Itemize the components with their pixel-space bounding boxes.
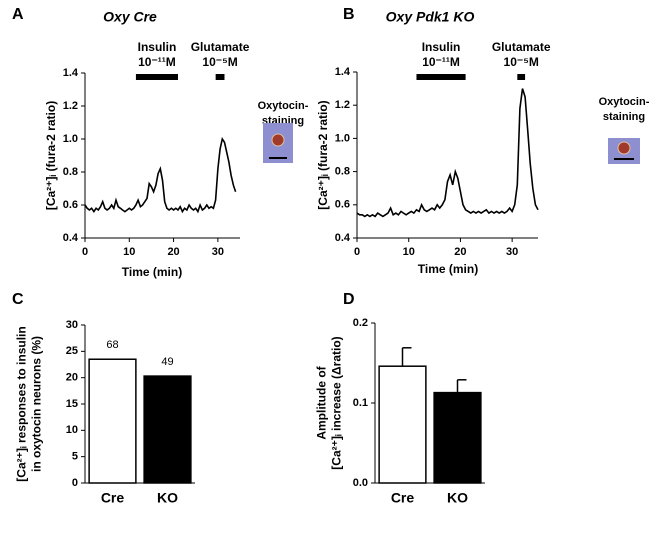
- y-tick-label: 0.6: [63, 199, 78, 211]
- bar: [143, 375, 192, 484]
- y-tick-label: 0.8: [63, 166, 78, 178]
- trace: [356, 88, 539, 218]
- bar: [88, 358, 137, 484]
- y-tick-label: 20: [66, 372, 78, 384]
- treatment-dose: 10⁻⁵M: [504, 55, 539, 69]
- y-tick-label: 0: [72, 477, 78, 489]
- treatment-dose: 10⁻⁵M: [202, 55, 237, 69]
- inset-label: staining: [603, 111, 645, 123]
- trace: [84, 136, 237, 214]
- n-label: 68: [106, 339, 118, 351]
- treatment-name: Insulin: [138, 40, 177, 54]
- y-tick-label: 5: [72, 451, 78, 463]
- panel-title: Oxy Cre: [103, 9, 157, 25]
- y-tick-label: 1.2: [335, 99, 350, 111]
- treatment-name: Glutamate: [492, 40, 551, 54]
- inset-label: Oxytocin-: [599, 96, 650, 108]
- x-tick-label: 0: [82, 246, 88, 258]
- y-tick-label: 0.0: [353, 477, 368, 489]
- x-tick-label: 0: [354, 246, 360, 258]
- y-tick-label: 1.4: [63, 67, 79, 79]
- x-tick-label: 30: [506, 246, 518, 258]
- y-tick-label: 1.4: [335, 66, 351, 78]
- treatment-bar: [135, 74, 178, 80]
- y-tick-label: 0.4: [63, 232, 79, 244]
- x-tick-label: KO: [447, 490, 468, 506]
- y-tick-label: 10: [66, 424, 78, 436]
- treatment-dose: 10⁻¹¹M: [138, 55, 176, 69]
- y-tick-label: 0.4: [335, 232, 351, 244]
- y-axis-label: [Ca²⁺]ᵢ (fura-2 ratio): [316, 100, 330, 209]
- x-axis-label: Time (min): [122, 265, 182, 279]
- x-tick-label: 10: [123, 246, 135, 258]
- n-label: 49: [161, 356, 173, 368]
- y-tick-label: 1.0: [335, 132, 350, 144]
- y-tick-label: 1.0: [63, 133, 78, 145]
- treatment-bar: [517, 74, 526, 80]
- y-tick-label: 0.1: [353, 397, 368, 409]
- treatment-bar: [215, 74, 225, 80]
- y-axis-label: Amplitude of: [315, 365, 329, 439]
- y-axis-label: [Ca²⁺]ᵢ (fura-2 ratio): [44, 101, 58, 210]
- treatment-dose: 10⁻¹¹M: [422, 55, 460, 69]
- y-tick-label: 0.8: [335, 166, 350, 178]
- panel-letter: C: [12, 291, 24, 308]
- x-tick-label: 20: [167, 246, 179, 258]
- stained-cell: [617, 141, 631, 155]
- y-tick-label: 15: [66, 398, 78, 410]
- x-axis-label: Time (min): [418, 262, 478, 276]
- inset-label: Oxytocin-: [258, 100, 309, 112]
- bar: [378, 365, 427, 484]
- x-tick-label: 30: [212, 246, 224, 258]
- y-tick-label: 0.6: [335, 199, 350, 211]
- x-tick-label: Cre: [101, 490, 125, 506]
- y-tick-label: 30: [66, 319, 78, 331]
- panel-title: Oxy Pdk1 KO: [386, 9, 475, 25]
- x-tick-label: 10: [403, 246, 415, 258]
- bar: [433, 391, 482, 484]
- y-axis-label: [Ca²⁺]ᵢ increase (Δratio): [330, 336, 344, 469]
- x-tick-label: 20: [454, 246, 466, 258]
- treatment-bar: [416, 74, 466, 80]
- y-tick-label: 1.2: [63, 100, 78, 112]
- treatment-name: Glutamate: [191, 40, 250, 54]
- panel-letter: A: [12, 6, 24, 23]
- y-axis-label: [Ca²⁺]ᵢ responses to insulin: [15, 326, 29, 481]
- panel-letter: D: [343, 291, 355, 308]
- stained-cell: [271, 133, 285, 147]
- x-tick-label: Cre: [391, 490, 415, 506]
- panel-letter: B: [343, 6, 355, 23]
- x-tick-label: KO: [157, 490, 178, 506]
- y-tick-label: 25: [66, 345, 78, 357]
- y-axis-label: in oxytocin neurons (%): [30, 336, 44, 472]
- treatment-name: Insulin: [422, 40, 461, 54]
- y-tick-label: 0.2: [353, 317, 368, 329]
